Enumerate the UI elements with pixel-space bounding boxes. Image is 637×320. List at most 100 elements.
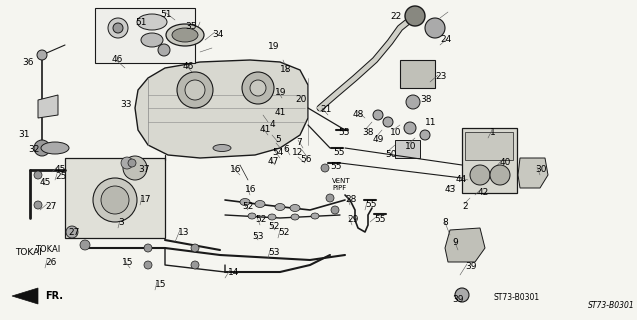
Text: 31: 31 — [18, 130, 29, 139]
Text: 6: 6 — [283, 145, 289, 154]
Text: 51: 51 — [160, 10, 171, 19]
Circle shape — [406, 95, 420, 109]
Ellipse shape — [291, 214, 299, 220]
Text: 25: 25 — [55, 172, 66, 181]
Bar — [462, 128, 517, 193]
Text: ST73-B0301: ST73-B0301 — [494, 293, 540, 302]
Polygon shape — [135, 60, 308, 158]
Polygon shape — [518, 158, 548, 188]
Bar — [395, 140, 420, 158]
Text: 39: 39 — [452, 295, 464, 304]
Text: 19: 19 — [275, 88, 287, 97]
Text: 9: 9 — [452, 238, 458, 247]
Text: 53: 53 — [252, 232, 264, 241]
Text: 30: 30 — [535, 165, 547, 174]
Circle shape — [373, 110, 383, 120]
Circle shape — [34, 201, 42, 209]
Ellipse shape — [248, 213, 256, 219]
Ellipse shape — [425, 18, 445, 38]
Polygon shape — [38, 95, 58, 118]
Text: 46: 46 — [183, 62, 194, 71]
Circle shape — [144, 261, 152, 269]
Circle shape — [144, 244, 152, 252]
Circle shape — [490, 165, 510, 185]
Ellipse shape — [240, 198, 250, 205]
Text: 33: 33 — [120, 100, 131, 109]
Text: 38: 38 — [362, 128, 373, 137]
Text: TOKAI: TOKAI — [35, 245, 61, 254]
Text: 11: 11 — [425, 118, 436, 127]
Circle shape — [383, 117, 393, 127]
Circle shape — [405, 6, 425, 26]
Circle shape — [191, 244, 199, 252]
Text: FR.: FR. — [45, 291, 63, 301]
Polygon shape — [445, 228, 485, 262]
Text: 15: 15 — [155, 280, 166, 289]
Text: 51: 51 — [135, 18, 147, 27]
Text: 26: 26 — [45, 258, 57, 267]
Text: 27: 27 — [45, 202, 57, 211]
Ellipse shape — [311, 213, 319, 219]
Circle shape — [101, 186, 129, 214]
Ellipse shape — [213, 145, 231, 151]
Text: 41: 41 — [275, 108, 287, 117]
Text: 55: 55 — [365, 200, 376, 209]
Text: 16: 16 — [245, 185, 257, 194]
Text: 50: 50 — [385, 150, 396, 159]
Circle shape — [331, 206, 339, 214]
Circle shape — [250, 80, 266, 96]
Circle shape — [121, 157, 133, 169]
Text: 45: 45 — [55, 165, 66, 174]
Circle shape — [80, 240, 90, 250]
Circle shape — [113, 23, 123, 33]
Text: 55: 55 — [330, 162, 341, 171]
Bar — [65, 158, 165, 238]
Text: 27: 27 — [68, 228, 80, 237]
Polygon shape — [12, 288, 38, 304]
Text: 56: 56 — [300, 155, 311, 164]
Text: 38: 38 — [420, 95, 431, 104]
Text: 39: 39 — [465, 262, 476, 271]
Circle shape — [404, 122, 416, 134]
Text: 34: 34 — [212, 30, 224, 39]
Text: 32: 32 — [28, 145, 39, 154]
Circle shape — [470, 165, 490, 185]
Text: 15: 15 — [122, 258, 134, 267]
Ellipse shape — [141, 33, 163, 47]
Circle shape — [34, 171, 42, 179]
Text: 44: 44 — [456, 175, 468, 184]
Ellipse shape — [275, 204, 285, 211]
Circle shape — [108, 18, 128, 38]
Text: 3: 3 — [118, 218, 124, 227]
Text: 55: 55 — [338, 128, 350, 137]
Text: 5: 5 — [275, 135, 281, 144]
Text: 42: 42 — [478, 188, 489, 197]
Text: 7: 7 — [296, 138, 302, 147]
Circle shape — [185, 80, 205, 100]
Ellipse shape — [166, 24, 204, 46]
Text: 10: 10 — [390, 128, 401, 137]
Circle shape — [34, 140, 50, 156]
Text: 19: 19 — [268, 42, 280, 51]
Text: 49: 49 — [373, 135, 384, 144]
Text: 24: 24 — [440, 35, 451, 44]
Text: 46: 46 — [112, 55, 124, 64]
Text: 55: 55 — [333, 148, 345, 157]
Circle shape — [242, 72, 274, 104]
Text: 36: 36 — [22, 58, 34, 67]
Text: 20: 20 — [295, 95, 306, 104]
Text: 14: 14 — [228, 268, 240, 277]
Text: 52: 52 — [255, 215, 266, 224]
Text: 2: 2 — [462, 202, 468, 211]
Text: 40: 40 — [500, 158, 512, 167]
Circle shape — [326, 194, 334, 202]
Ellipse shape — [290, 204, 300, 212]
Circle shape — [158, 44, 170, 56]
Text: 35: 35 — [185, 22, 196, 31]
Text: 55: 55 — [374, 215, 385, 224]
Bar — [465, 132, 513, 160]
Text: VENT
PIPF: VENT PIPF — [332, 178, 350, 191]
Circle shape — [321, 164, 329, 172]
Text: 1: 1 — [490, 128, 496, 137]
Circle shape — [37, 50, 47, 60]
